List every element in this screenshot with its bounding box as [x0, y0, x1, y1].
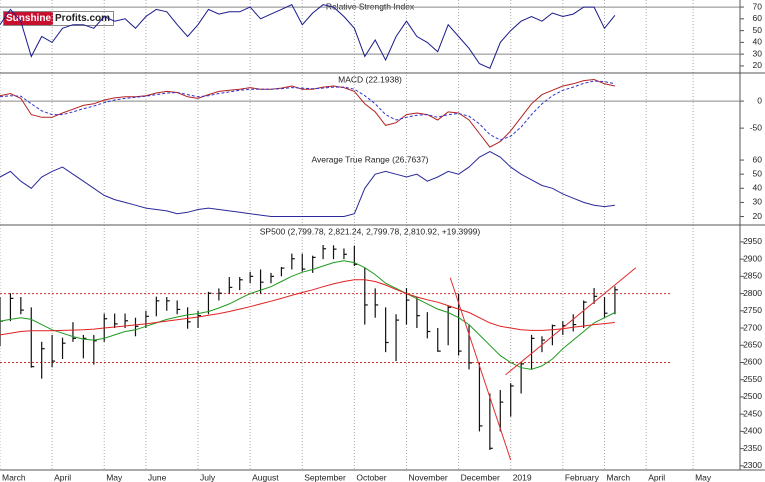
y-tick-label: 40 [753, 183, 763, 193]
x-tick-label: November [408, 472, 447, 482]
series-line [0, 78, 616, 148]
trend-line [505, 267, 637, 376]
y-tick-label: 50 [753, 168, 763, 178]
y-tick-label: 50 [753, 25, 763, 35]
x-tick-label: August [252, 472, 279, 482]
panel-title: Relative Strength Index [326, 1, 415, 11]
y-tick-label: 2850 [743, 271, 762, 281]
panel-title: Average True Range (26.7637) [311, 154, 428, 164]
x-tick-label: July [200, 472, 216, 482]
logo-brand: Sunshine [4, 12, 54, 25]
x-tick-label: October [356, 472, 386, 482]
y-tick-label: 60 [753, 154, 763, 164]
trend-line [449, 277, 512, 461]
y-tick-label: 2400 [743, 426, 762, 436]
y-tick-label: 2450 [743, 408, 762, 418]
x-tick-label: June [148, 472, 167, 482]
y-tick-label: 20 [753, 60, 763, 70]
y-tick-label: 30 [753, 197, 763, 207]
series-line [0, 260, 616, 370]
x-tick-label: April [648, 472, 665, 482]
logo: Sunshine Profits.com [3, 11, 115, 26]
y-tick-label: 40 [753, 37, 763, 47]
panel-title: MACD (22.1938) [338, 74, 402, 84]
y-tick-label: 70 [753, 1, 763, 11]
y-tick-label: 2950 [743, 236, 762, 246]
series-line [0, 151, 615, 217]
y-tick-label: 0 [757, 95, 762, 105]
y-tick-label: -50 [750, 122, 763, 132]
y-tick-label: 2800 [743, 288, 762, 298]
logo-domain: Profits.com [55, 13, 111, 24]
y-tick-label: 2600 [743, 357, 762, 367]
y-tick-label: 60 [753, 13, 763, 23]
x-tick-label: February [565, 472, 600, 482]
y-tick-label: 2750 [743, 305, 762, 315]
x-tick-label: December [461, 472, 500, 482]
series-line [0, 4, 616, 69]
y-tick-label: 20 [753, 211, 763, 221]
series-line [0, 279, 615, 336]
y-tick-label: 2550 [743, 374, 762, 384]
y-tick-label: 2900 [743, 253, 762, 263]
x-tick-label: 2019 [513, 472, 532, 482]
x-tick-label: September [304, 472, 346, 482]
x-tick-label: March [2, 472, 26, 482]
y-tick-label: 2300 [743, 460, 762, 470]
y-tick-label: 30 [753, 48, 763, 58]
x-tick-label: May [106, 472, 123, 482]
x-tick-label: May [695, 472, 712, 482]
y-tick-label: 2500 [743, 391, 762, 401]
series-line [0, 80, 616, 141]
y-tick-label: 2650 [743, 340, 762, 350]
x-tick-label: March [607, 472, 631, 482]
y-tick-label: 2350 [743, 443, 762, 453]
y-tick-label: 2700 [743, 322, 762, 332]
panel-title: SP500 (2,799.78, 2,821.24, 2,799.78, 2,8… [260, 226, 481, 236]
x-tick-label: April [54, 472, 71, 482]
